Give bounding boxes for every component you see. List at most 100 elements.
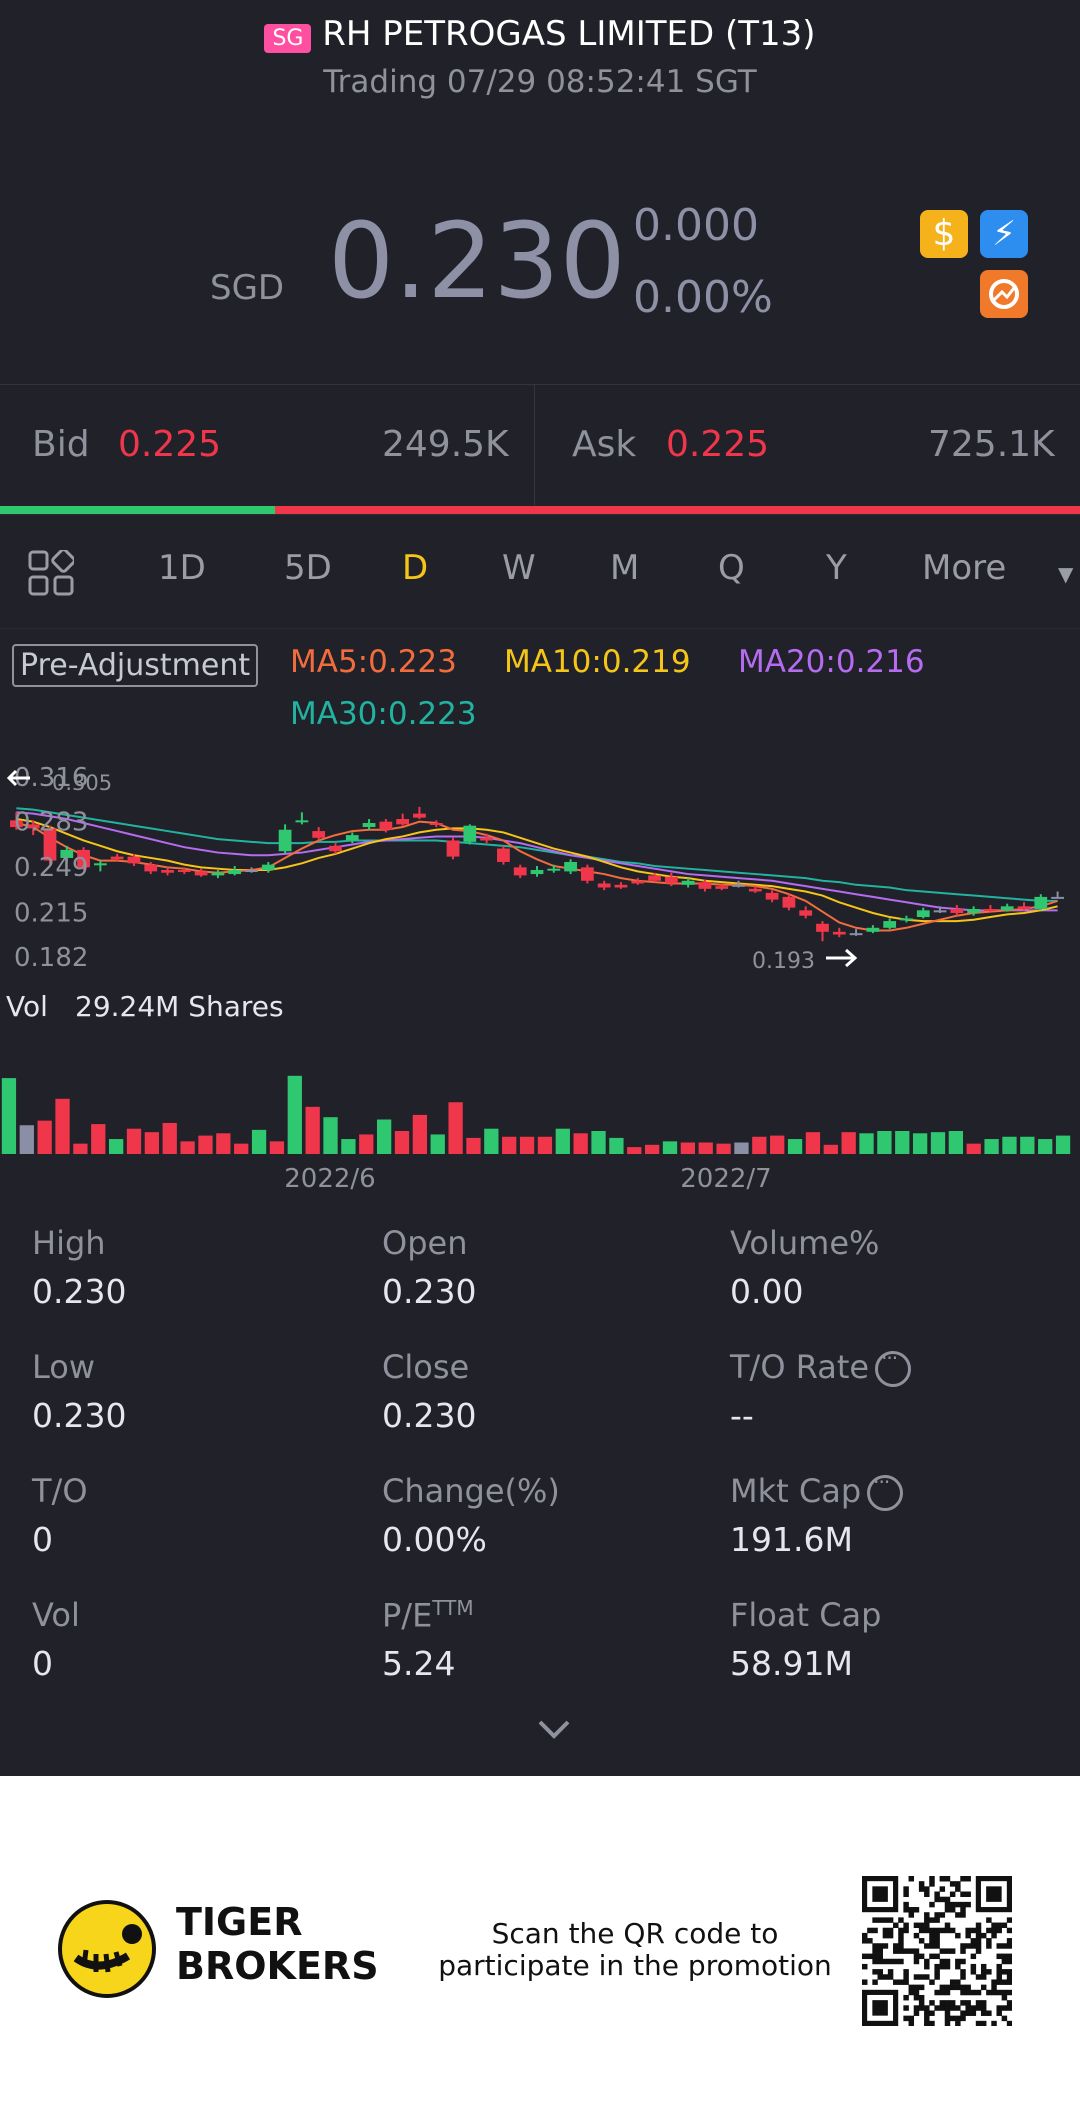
candle-body — [933, 910, 947, 913]
candle-body — [950, 908, 964, 914]
volume-bar — [644, 1144, 660, 1154]
qr-module — [893, 1948, 899, 1954]
chevron-down-icon[interactable]: ▼ — [1058, 562, 1074, 586]
y-tick-label: 0.283 — [14, 807, 88, 837]
qr-module — [898, 1979, 904, 1985]
stock-title: RH PETROGAS LIMITED (T13) — [322, 14, 816, 54]
tab-more[interactable]: More — [922, 548, 1007, 588]
qr-module — [929, 1953, 935, 1960]
qr-module — [903, 1907, 909, 1913]
candle-body — [93, 863, 107, 866]
qr-module — [986, 1917, 992, 1923]
qr-module — [908, 1948, 915, 1954]
qr-module — [944, 1984, 951, 1991]
qr-module — [975, 1932, 982, 1939]
stat-value: 0.230 — [32, 1396, 127, 1435]
qr-module — [944, 1907, 951, 1913]
qr-module — [960, 1984, 966, 1991]
qr-module — [929, 2000, 935, 2006]
qr-module — [975, 1927, 982, 1934]
volume-bar — [198, 1135, 213, 1154]
qr-module — [980, 1969, 987, 1975]
tab-q[interactable]: Q — [718, 548, 745, 588]
qr-module — [882, 1958, 889, 1965]
tab-w[interactable]: W — [502, 548, 536, 588]
qr-module — [903, 1979, 909, 1985]
stat-value: 0.00% — [382, 1520, 487, 1559]
info-icon[interactable] — [875, 1346, 912, 1387]
qr-module — [877, 1958, 883, 1965]
volume-bar — [126, 1128, 142, 1154]
volume-bar — [502, 1136, 517, 1154]
candle-body — [345, 835, 359, 841]
candle-body — [681, 880, 695, 885]
qr-module — [924, 1943, 930, 1949]
qr-module — [965, 1891, 971, 1897]
qr-module — [949, 2000, 956, 2006]
expand-chevron-icon[interactable] — [536, 1718, 572, 1744]
qr-module — [960, 2015, 966, 2022]
qr-module — [939, 1876, 946, 1882]
volume-bar — [823, 1144, 838, 1154]
qr-module — [898, 1927, 904, 1934]
qr-module — [996, 2010, 1002, 2016]
candle-body — [211, 872, 225, 876]
lightning-icon[interactable]: ⚡ — [980, 210, 1028, 258]
qr-module — [991, 1989, 997, 1996]
tab-1d[interactable]: 1D — [158, 548, 206, 588]
qr-module — [903, 1927, 909, 1934]
qr-module — [965, 1932, 971, 1939]
candle-body — [866, 927, 880, 932]
volume-bar — [251, 1129, 267, 1154]
qr-module — [996, 1979, 1002, 1985]
qr-module — [903, 1994, 909, 2001]
candle-body — [379, 821, 393, 830]
qr-module — [908, 2015, 915, 2022]
dollar-icon[interactable]: $ — [920, 210, 968, 258]
candle-body — [715, 886, 729, 889]
qr-module — [960, 1876, 966, 1882]
tab-d[interactable]: D — [402, 548, 429, 588]
qr-module — [939, 1948, 946, 1954]
qr-module — [1001, 1979, 1008, 1985]
tab-m[interactable]: M — [610, 548, 640, 588]
candle-body — [295, 820, 309, 823]
qr-module — [939, 1886, 946, 1892]
tab-y[interactable]: Y — [826, 548, 847, 588]
layout-grid-icon[interactable] — [28, 548, 76, 600]
volume-bar — [359, 1134, 374, 1154]
qr-module — [898, 1943, 904, 1949]
qr-module — [872, 1886, 888, 1902]
qr-module — [903, 1969, 909, 1975]
volume-bar — [144, 1132, 160, 1154]
options-icon[interactable] — [980, 270, 1028, 318]
volume-bar — [37, 1120, 52, 1154]
qr-module — [939, 1989, 946, 1996]
qr-module — [908, 1907, 915, 1913]
info-icon[interactable] — [867, 1470, 904, 1511]
volume-bar — [555, 1128, 570, 1154]
candle-body — [631, 880, 645, 884]
volume-bar — [912, 1133, 928, 1154]
qr-module — [975, 1989, 982, 1996]
stat-value: 191.6M — [730, 1520, 853, 1559]
qr-module — [996, 1989, 1002, 1996]
qr-module — [872, 2000, 888, 2016]
bid-size: 249.5K — [382, 424, 509, 465]
tab-5d[interactable]: 5D — [284, 548, 332, 588]
price-chart[interactable]: 0.3160.2830.2490.2150.1820.3050.1932022/… — [0, 750, 1080, 1190]
stat-value: 5.24 — [382, 1644, 456, 1683]
qr-module — [1001, 1969, 1008, 1975]
qr-code[interactable] — [862, 1876, 1012, 2026]
qr-module — [939, 1927, 946, 1934]
pre-adjustment-button[interactable]: Pre-Adjustment — [12, 644, 259, 687]
qr-module — [975, 2005, 982, 2011]
qr-module — [1006, 2005, 1012, 2011]
qr-module — [949, 1881, 956, 1887]
qr-module — [934, 1932, 940, 1939]
qr-module — [934, 1969, 940, 1975]
qr-module — [882, 1927, 889, 1934]
qr-module — [877, 1969, 883, 1975]
volume-bar — [984, 1139, 999, 1154]
qr-module — [944, 1989, 951, 1996]
